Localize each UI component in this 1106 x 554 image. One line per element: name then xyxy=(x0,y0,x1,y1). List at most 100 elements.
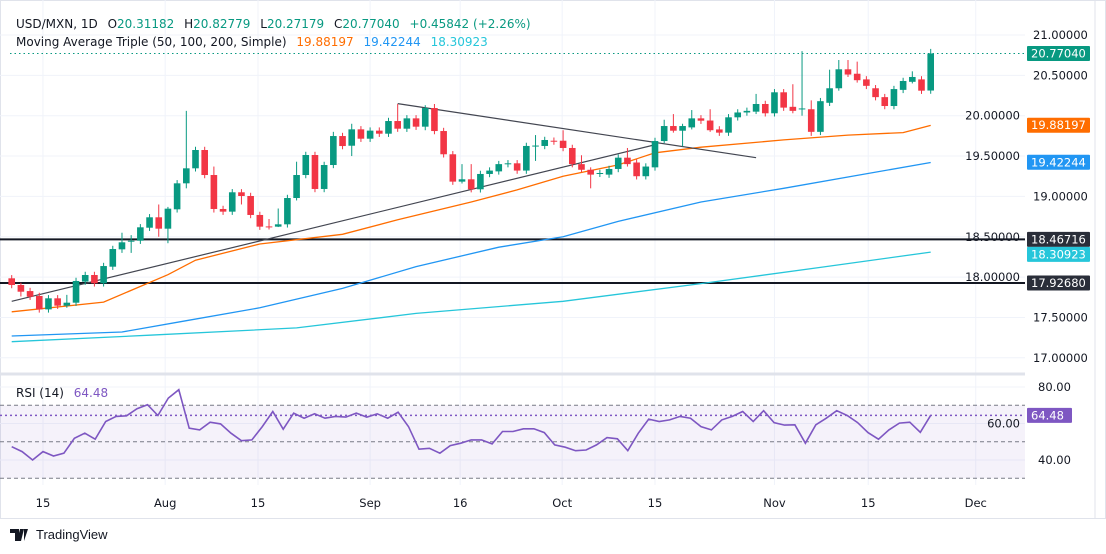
ma50-badge: 19.88197 xyxy=(1031,118,1086,132)
candle-body xyxy=(210,175,218,209)
price-tick-label: 20.50000 xyxy=(1033,68,1088,82)
grid xyxy=(0,0,1025,485)
trendline[interactable] xyxy=(11,144,656,302)
candles xyxy=(8,48,934,313)
candle xyxy=(155,204,163,237)
candle xyxy=(605,165,613,178)
candle-body xyxy=(265,226,273,228)
price-tick-label: 18.00000 xyxy=(965,270,1020,284)
candle xyxy=(109,245,117,270)
candle xyxy=(688,110,696,130)
close-label: C xyxy=(334,17,342,31)
candle xyxy=(550,137,558,145)
time-tick-label: 15 xyxy=(36,496,51,510)
candle xyxy=(45,295,52,313)
open-value: 20.31182 xyxy=(117,17,174,31)
candle xyxy=(173,180,181,213)
logo-text: TradingView xyxy=(36,527,108,542)
candle-body xyxy=(137,227,144,241)
candle-body xyxy=(284,198,291,225)
candle xyxy=(256,211,264,230)
candle xyxy=(780,89,787,111)
candle xyxy=(302,151,310,179)
symbol-label[interactable]: USD/MXN, 1D xyxy=(16,17,98,31)
legend-ohlc: USD/MXN, 1D O20.31182 H20.82779 L20.2717… xyxy=(16,17,531,31)
candle-body xyxy=(697,118,705,121)
candle xyxy=(91,271,98,287)
candle-body xyxy=(302,155,310,176)
candle-body xyxy=(293,175,300,199)
candle-body xyxy=(458,179,466,182)
candle-body xyxy=(477,173,484,190)
candle xyxy=(559,130,567,152)
candle xyxy=(458,164,466,184)
close-value: 20.77040 xyxy=(342,17,399,31)
candle xyxy=(826,69,833,107)
candle-body xyxy=(467,179,475,190)
candle-body xyxy=(8,278,15,286)
candle xyxy=(752,93,760,115)
candle-body xyxy=(716,129,723,133)
candle-body xyxy=(679,126,686,131)
high-value: 20.82779 xyxy=(193,17,250,31)
trendlines[interactable] xyxy=(11,103,757,302)
last-price-badge-bg xyxy=(1027,46,1090,62)
time-tick-label: Oct xyxy=(552,496,572,510)
candle xyxy=(541,136,549,150)
candle-body xyxy=(348,129,356,146)
candle xyxy=(761,100,769,117)
open-label: O xyxy=(108,17,117,31)
candle-body xyxy=(596,172,604,174)
candle-body xyxy=(523,145,530,171)
candle-body xyxy=(219,208,227,212)
rsi-legend: RSI (14) 64.48 xyxy=(16,386,108,400)
price-tick-label: 17.50000 xyxy=(1033,310,1088,324)
candle xyxy=(100,262,107,287)
time-axis[interactable]: 15 Aug 15 Sep 16 Oct 15 Nov 15 Dec xyxy=(36,496,987,510)
candle xyxy=(201,146,208,179)
candle xyxy=(320,161,328,193)
candle xyxy=(706,109,714,132)
candle xyxy=(35,292,43,313)
candle xyxy=(513,160,521,174)
tradingview-logo[interactable]: TradingView xyxy=(10,527,108,542)
trendline[interactable] xyxy=(397,103,757,159)
candle-body xyxy=(918,79,925,91)
candle-body xyxy=(100,266,107,284)
candle-body xyxy=(72,280,80,303)
horizontal-levels[interactable] xyxy=(0,238,1025,285)
ma-title[interactable]: Moving Average Triple (50, 100, 200, Sim… xyxy=(16,35,287,49)
price-tick-label: 21.00000 xyxy=(1033,28,1088,42)
candle-body xyxy=(587,169,594,175)
candle-body xyxy=(431,108,438,132)
rsi-line xyxy=(11,388,932,462)
candle xyxy=(274,208,282,228)
candle-body xyxy=(155,217,163,229)
candle xyxy=(853,61,861,83)
candle-body xyxy=(54,298,61,306)
candle xyxy=(679,123,686,147)
candle-body xyxy=(366,130,374,139)
high-label: H xyxy=(184,17,193,31)
candle xyxy=(651,137,659,171)
rsi-pane xyxy=(0,388,1025,479)
rsi-title[interactable]: RSI (14) xyxy=(16,386,64,400)
candle xyxy=(228,189,236,215)
candle xyxy=(339,132,346,150)
tradingview-logo-icon xyxy=(10,528,28,541)
candle xyxy=(633,159,640,180)
candle-body xyxy=(532,145,539,147)
price-badges: 20.77040 19.88197 19.42244 18.4671618.30923… xyxy=(1027,46,1090,423)
candle-body xyxy=(495,164,503,172)
candle-body xyxy=(403,118,411,129)
price-axis[interactable]: 21.00000 20.50000 20.00000 19.50000 19.00000… xyxy=(965,28,1088,467)
time-tick-label: Sep xyxy=(359,496,381,510)
price-tick-label: 19.50000 xyxy=(965,149,1020,163)
candle-body xyxy=(394,121,401,129)
price-tick-label: 18.50000 xyxy=(965,230,1020,244)
candle xyxy=(771,89,778,117)
ma100-badge: 19.42244 xyxy=(1031,155,1086,169)
candle-body xyxy=(376,130,383,134)
candle-body xyxy=(670,126,677,131)
candle-body xyxy=(35,295,43,310)
